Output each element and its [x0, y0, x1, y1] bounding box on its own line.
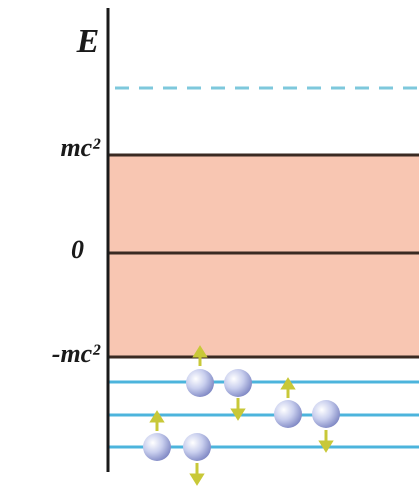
forbidden-band: [108, 155, 419, 357]
level-label: -mc²: [52, 339, 101, 368]
dirac-sea-diagram: E mc² 0 -mc²: [0, 0, 419, 491]
level-label: mc²: [60, 133, 101, 162]
axis-label: E: [76, 23, 100, 60]
level-label: 0: [71, 235, 84, 264]
